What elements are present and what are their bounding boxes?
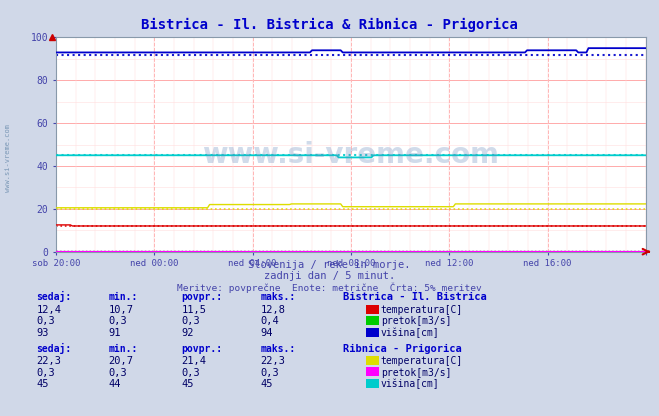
Text: 11,5: 11,5	[181, 305, 206, 315]
Text: 0,3: 0,3	[181, 317, 200, 327]
Text: 22,3: 22,3	[36, 356, 61, 366]
Text: Bistrica - Il. Bistrica: Bistrica - Il. Bistrica	[343, 292, 486, 302]
Text: 20,7: 20,7	[109, 356, 134, 366]
Text: 0,4: 0,4	[260, 317, 279, 327]
Text: 45: 45	[36, 379, 49, 389]
Text: 45: 45	[181, 379, 194, 389]
Text: 10,7: 10,7	[109, 305, 134, 315]
Text: 21,4: 21,4	[181, 356, 206, 366]
Text: 12,8: 12,8	[260, 305, 285, 315]
Text: 91: 91	[109, 328, 121, 338]
Text: 94: 94	[260, 328, 273, 338]
Text: 0,3: 0,3	[36, 317, 55, 327]
Text: 93: 93	[36, 328, 49, 338]
Text: 12,4: 12,4	[36, 305, 61, 315]
Text: Slovenija / reke in morje.: Slovenija / reke in morje.	[248, 260, 411, 270]
Text: pretok[m3/s]: pretok[m3/s]	[381, 368, 451, 378]
Text: 44: 44	[109, 379, 121, 389]
Text: Ribnica - Prigorica: Ribnica - Prigorica	[343, 344, 461, 354]
Text: temperatura[C]: temperatura[C]	[381, 305, 463, 315]
Text: maks.:: maks.:	[260, 344, 295, 354]
Text: 45: 45	[260, 379, 273, 389]
Text: sedaj:: sedaj:	[36, 342, 71, 354]
Text: Meritve: povprečne  Enote: metrične  Črta: 5% meritev: Meritve: povprečne Enote: metrične Črta:…	[177, 282, 482, 293]
Text: www.si-vreme.com: www.si-vreme.com	[5, 124, 11, 192]
Text: povpr.:: povpr.:	[181, 292, 222, 302]
Text: 92: 92	[181, 328, 194, 338]
Text: višina[cm]: višina[cm]	[381, 328, 440, 338]
Text: 0,3: 0,3	[36, 368, 55, 378]
Text: Bistrica - Il. Bistrica & Ribnica - Prigorica: Bistrica - Il. Bistrica & Ribnica - Prig…	[141, 17, 518, 32]
Text: 0,3: 0,3	[260, 368, 279, 378]
Text: 0,3: 0,3	[109, 317, 127, 327]
Text: min.:: min.:	[109, 292, 138, 302]
Text: povpr.:: povpr.:	[181, 344, 222, 354]
Text: zadnji dan / 5 minut.: zadnji dan / 5 minut.	[264, 271, 395, 281]
Text: 22,3: 22,3	[260, 356, 285, 366]
Text: pretok[m3/s]: pretok[m3/s]	[381, 317, 451, 327]
Text: 0,3: 0,3	[181, 368, 200, 378]
Text: 0,3: 0,3	[109, 368, 127, 378]
Text: sedaj:: sedaj:	[36, 291, 71, 302]
Text: višina[cm]: višina[cm]	[381, 379, 440, 389]
Text: www.si-vreme.com: www.si-vreme.com	[202, 141, 500, 169]
Text: min.:: min.:	[109, 344, 138, 354]
Text: temperatura[C]: temperatura[C]	[381, 356, 463, 366]
Text: maks.:: maks.:	[260, 292, 295, 302]
